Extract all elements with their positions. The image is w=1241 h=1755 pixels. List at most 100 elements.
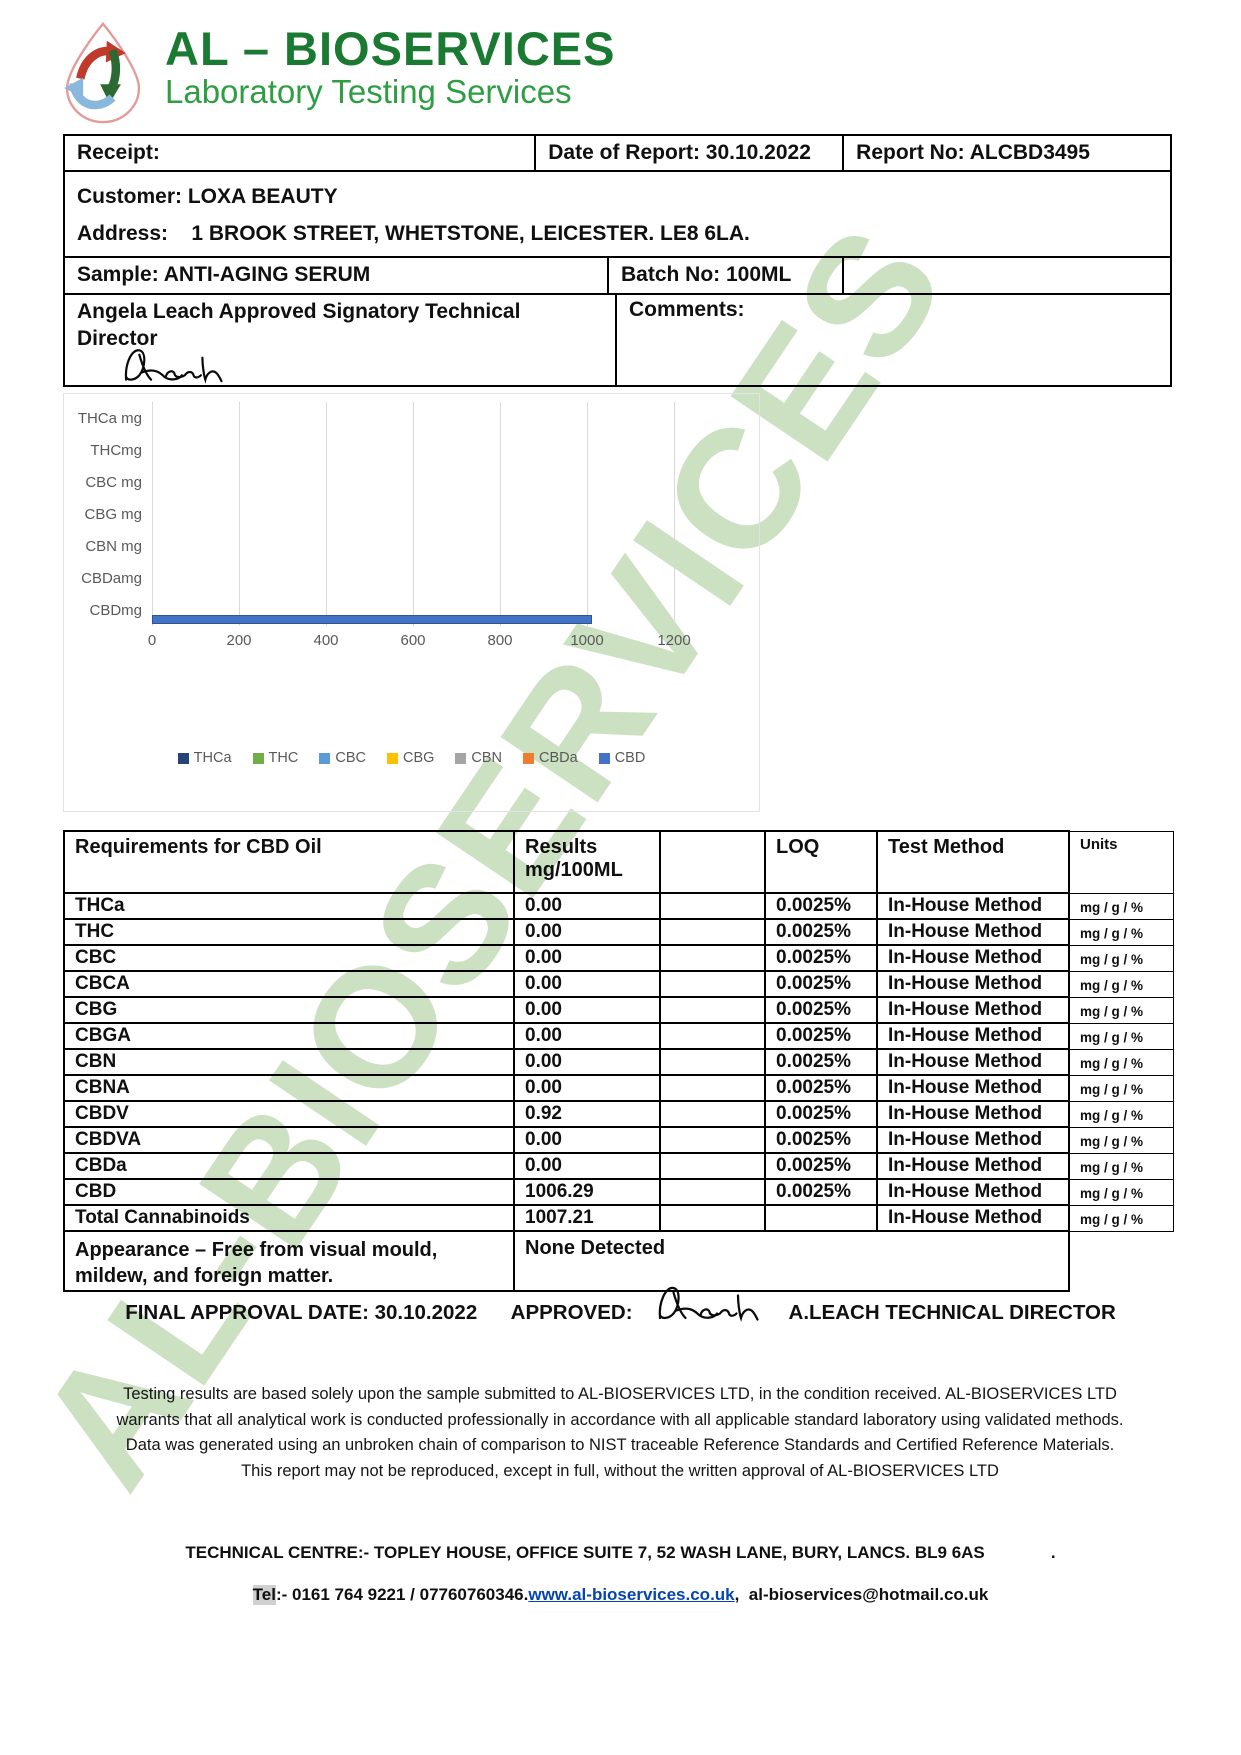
units-cell: mg / g / % — [1068, 1126, 1174, 1154]
legend-swatch-icon — [523, 752, 535, 764]
comments-label: Comments: — [615, 295, 1170, 385]
table-row: CBGA 0.00 0.0025% In-House Method mg / g / % — [63, 1022, 1174, 1050]
website-link[interactable]: www.al-bioservices.co.uk — [528, 1585, 735, 1604]
loq-cell: 0.0025% — [764, 1126, 878, 1154]
gridline — [413, 402, 414, 626]
spacer-cell — [659, 918, 766, 946]
header-units: Units — [1068, 830, 1174, 894]
x-tick-label: 400 — [313, 632, 339, 649]
gridline — [326, 402, 327, 626]
units-cell: mg / g / % — [1068, 970, 1174, 998]
contact-line: Tel:- 0161 764 9221 / 07760760346. www.al… — [0, 1585, 1241, 1605]
header-loq: LOQ — [764, 830, 878, 894]
appearance-label: Appearance – Free from visual mould, mil… — [63, 1230, 515, 1292]
appearance-result: None Detected — [513, 1230, 1070, 1292]
result-cell: 1006.29 — [513, 1178, 661, 1206]
legend-item-THCa: THCa — [177, 750, 232, 766]
loq-cell: 0.0025% — [764, 1022, 878, 1050]
results-table: Requirements for CBD Oil Results mg/100M… — [63, 830, 1174, 1292]
table-row: CBDa 0.00 0.0025% In-House Method mg / g / % — [63, 1152, 1174, 1180]
legend-swatch-icon — [386, 752, 398, 764]
method-cell: In-House Method — [876, 892, 1070, 920]
legend-swatch-icon — [252, 752, 264, 764]
results-header-row: Requirements for CBD Oil Results mg/100M… — [63, 830, 1174, 894]
header-spacer — [659, 830, 766, 894]
method-cell: In-House Method — [876, 944, 1070, 972]
spacer-cell — [659, 1126, 766, 1154]
analyte-cell: CBG — [63, 996, 515, 1024]
method-cell: In-House Method — [876, 970, 1070, 998]
table-row: CBD 1006.29 0.0025% In-House Method mg / g /… — [63, 1178, 1174, 1206]
disclaimer-text: Testing results are based solely upon th… — [116, 1385, 1124, 1480]
loq-cell: 0.0025% — [764, 892, 878, 920]
appearance-empty — [1069, 1231, 1173, 1291]
gridline — [152, 402, 153, 626]
units-cell: mg / g / % — [1068, 944, 1174, 972]
analyte-cell: Total Cannabinoids — [63, 1204, 515, 1232]
result-cell: 0.00 — [513, 1074, 661, 1102]
legend-swatch-icon — [598, 752, 610, 764]
sample: Sample: ANTI-AGING SERUM — [77, 263, 371, 286]
result-cell: 0.00 — [513, 944, 661, 972]
address: Address: 1 BROOK STREET, WHETSTONE, LEIC… — [77, 222, 750, 245]
customer: Customer: LOXA BEAUTY — [77, 185, 338, 208]
header-test-method: Test Method — [876, 830, 1070, 894]
analyte-cell: CBN — [63, 1048, 515, 1076]
droplet-recycle-logo-icon — [64, 21, 141, 124]
chart-x-axis-ticks: 0 200 400 600 800 1000 1200 — [148, 632, 691, 652]
category-label: THCmg — [90, 441, 142, 459]
method-cell: In-House Method — [876, 1126, 1070, 1154]
legend-item-CBD: CBD — [598, 750, 645, 766]
table-row: CBC 0.00 0.0025% In-House Method mg / g / % — [63, 944, 1174, 972]
units-cell: mg / g / % — [1068, 918, 1174, 946]
approver-name: A.LEACH TECHNICAL DIRECTOR — [788, 1301, 1116, 1324]
units-cell: mg / g / % — [1068, 996, 1174, 1024]
spacer-cell — [659, 1022, 766, 1050]
x-tick-label: 200 — [226, 632, 252, 649]
result-cell: 0.00 — [513, 892, 661, 920]
units-cell: mg / g / % — [1068, 1178, 1174, 1206]
technical-centre-line: TECHNICAL CENTRE:- TOPLEY HOUSE, OFFICE … — [185, 1543, 1056, 1562]
gridline — [674, 402, 675, 626]
spacer-cell — [659, 1074, 766, 1102]
gridline — [239, 402, 240, 626]
loq-cell: 0.0025% — [764, 996, 878, 1024]
legend-item-CBN: CBN — [455, 750, 502, 766]
result-cell: 0.00 — [513, 918, 661, 946]
approval-line: FINAL APPROVAL DATE: 30.10.2022 APPROVED… — [0, 1286, 1241, 1326]
spacer-cell — [659, 1152, 766, 1180]
loq-cell: 0.0025% — [764, 1048, 878, 1076]
date-of-report: Date of Report: 30.10.2022 — [534, 136, 842, 170]
spacer-cell — [659, 1048, 766, 1076]
result-cell: 0.00 — [513, 996, 661, 1024]
x-tick-label: 0 — [147, 632, 157, 649]
chart-plot-area — [152, 402, 675, 626]
table-row: THC 0.00 0.0025% In-House Method mg / g / % — [63, 918, 1174, 946]
legend-item-CBG: CBG — [386, 750, 434, 766]
table-row: THCa 0.00 0.0025% In-House Method mg / g / % — [63, 892, 1174, 920]
units-cell: mg / g / % — [1068, 1048, 1174, 1076]
category-label: CBN mg — [85, 537, 142, 555]
method-cell: In-House Method — [876, 1100, 1070, 1128]
method-cell: In-House Method — [876, 1074, 1070, 1102]
units-cell: mg / g / % — [1068, 1204, 1174, 1232]
spacer-cell — [659, 1204, 766, 1232]
appearance-row: Appearance – Free from visual mould, mil… — [63, 1230, 1173, 1292]
brand-title: AL – BIOSERVICES — [165, 22, 616, 75]
chart-category-labels: THCa mg THCmg CBC mg CBG mg CBN mg CBDamg CBDm… — [64, 402, 142, 626]
category-label: CBDamg — [81, 569, 142, 587]
legend-item-CBC: CBC — [319, 750, 366, 766]
final-approval-text: FINAL APPROVAL DATE: 30.10.2022 APPROVED… — [125, 1301, 633, 1324]
result-cell: 1007.21 — [513, 1204, 661, 1232]
table-row: CBN 0.00 0.0025% In-House Method mg / g / % — [63, 1048, 1174, 1076]
result-cell: 0.00 — [513, 1126, 661, 1154]
spacer-cell — [659, 944, 766, 972]
x-tick-label: 1200 — [657, 632, 691, 649]
method-cell: In-House Method — [876, 1022, 1070, 1050]
x-tick-label: 600 — [400, 632, 426, 649]
units-cell: mg / g / % — [1068, 892, 1174, 920]
analyte-cell: CBC — [63, 944, 515, 972]
result-cell: 0.00 — [513, 970, 661, 998]
loq-cell: 0.0025% — [764, 1074, 878, 1102]
email-text: , al-bioservices@hotmail.co.uk — [734, 1585, 989, 1604]
